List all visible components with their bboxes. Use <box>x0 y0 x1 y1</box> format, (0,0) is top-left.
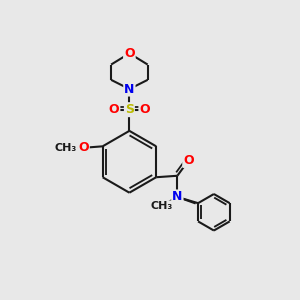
Text: O: O <box>183 154 194 167</box>
Text: O: O <box>109 103 119 116</box>
Text: O: O <box>140 103 150 116</box>
Text: O: O <box>78 141 89 154</box>
Text: N: N <box>124 82 135 95</box>
Text: N: N <box>172 190 183 203</box>
Text: S: S <box>125 103 134 116</box>
Text: CH₃: CH₃ <box>150 201 172 212</box>
Text: CH₃: CH₃ <box>55 143 77 153</box>
Text: O: O <box>124 47 135 60</box>
